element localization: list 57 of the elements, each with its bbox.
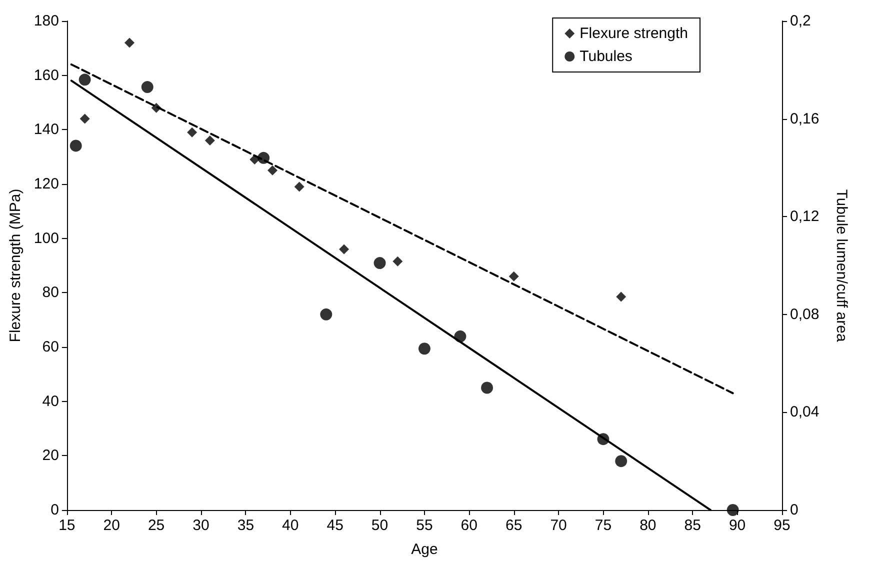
x-tick-label: 45 bbox=[326, 517, 344, 534]
point bbox=[124, 38, 134, 48]
x-axis-title: Age bbox=[411, 541, 438, 558]
x-tick-label: 25 bbox=[148, 517, 165, 534]
x-tick-label: 35 bbox=[237, 517, 254, 534]
point bbox=[187, 127, 198, 138]
y-tick-label: 60 bbox=[42, 338, 59, 356]
y-tick-label: 160 bbox=[34, 66, 59, 84]
point bbox=[78, 74, 91, 86]
x-tick-label: 55 bbox=[416, 517, 433, 534]
point bbox=[268, 165, 278, 176]
point bbox=[80, 114, 90, 124]
point bbox=[418, 342, 430, 355]
point bbox=[141, 81, 154, 94]
y2-tick-label: 0,16 bbox=[790, 110, 820, 128]
x-tick-label: 90 bbox=[728, 517, 746, 534]
point bbox=[70, 140, 82, 152]
y-tick-label: 80 bbox=[42, 284, 59, 302]
y-tick-label: 0 bbox=[50, 502, 59, 518]
y2-tick-label: 0,04 bbox=[790, 404, 820, 421]
y2-tick-label: 0,2 bbox=[790, 12, 811, 30]
y2-tick-label: 0 bbox=[790, 502, 798, 518]
point bbox=[320, 308, 332, 320]
x-tick-label: 60 bbox=[460, 517, 478, 534]
point bbox=[392, 256, 403, 266]
x-tick-label: 95 bbox=[774, 517, 790, 534]
legend-label: Flexure strength bbox=[580, 25, 688, 42]
y-tick-label: 120 bbox=[34, 176, 59, 192]
point bbox=[615, 455, 628, 468]
point bbox=[374, 257, 386, 270]
point bbox=[204, 136, 215, 146]
y2-tick-label: 0,08 bbox=[790, 306, 820, 323]
x-tick-label: 50 bbox=[371, 517, 388, 534]
x-tick-label: 30 bbox=[192, 517, 210, 534]
y-tick-label: 20 bbox=[42, 447, 59, 464]
point bbox=[294, 182, 304, 192]
y-tick-label: 100 bbox=[34, 230, 59, 247]
point bbox=[508, 271, 519, 282]
x-tick-label: 65 bbox=[506, 517, 522, 534]
y-tick-label: 40 bbox=[42, 392, 59, 410]
x-tick-label: 40 bbox=[282, 517, 299, 534]
x-tick-label: 80 bbox=[640, 517, 656, 534]
y-tick-label: 180 bbox=[34, 12, 59, 30]
x-tick-label: 75 bbox=[594, 517, 612, 534]
y-axis-title: Flexure strength (MPa) bbox=[7, 188, 24, 342]
x-tick-label: 70 bbox=[550, 517, 567, 534]
y-tick-label: 140 bbox=[34, 121, 59, 138]
legend-label: Tubules bbox=[580, 48, 632, 65]
y2-axis-title: Tubule lumen/cuff area bbox=[833, 189, 850, 342]
point bbox=[616, 292, 626, 302]
x-tick-label: 20 bbox=[103, 517, 120, 534]
x-tick-label: 85 bbox=[684, 517, 701, 534]
y2-tick-label: 0,12 bbox=[790, 208, 820, 226]
point bbox=[726, 504, 739, 516]
point bbox=[339, 244, 350, 254]
point bbox=[481, 382, 494, 394]
x-tick-label: 15 bbox=[58, 517, 76, 534]
